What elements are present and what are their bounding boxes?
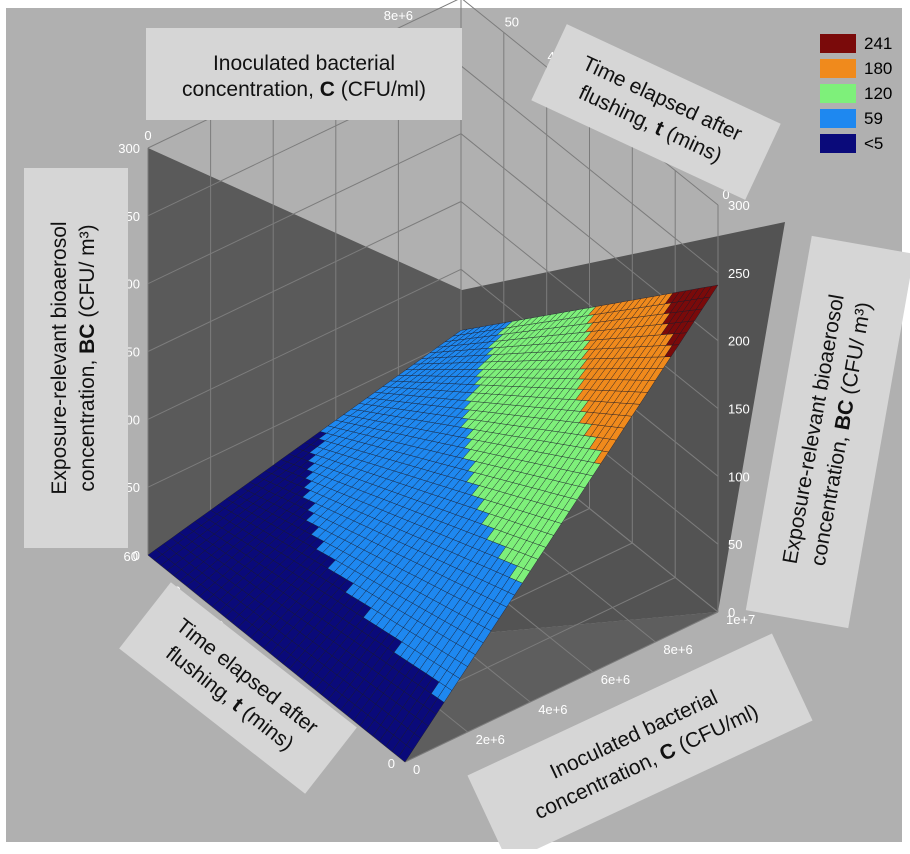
y-tick-label-bottom: 60 <box>124 549 138 564</box>
z-tick-label-right: 100 <box>728 469 750 484</box>
z-tick-label-right: 250 <box>728 266 750 281</box>
z-tick-label-right: 50 <box>728 537 742 552</box>
surface-mesh <box>147 284 719 763</box>
legend-swatch <box>820 109 856 128</box>
z-tick-label-left: 0 <box>133 548 140 563</box>
x-axis-label-top: Inoculated bacterial concentration, C (C… <box>146 28 462 120</box>
z-tick-label-right: 0 <box>728 605 735 620</box>
y-tick-label-top: 50 <box>505 15 519 30</box>
grid-line-back-left-z <box>147 133 462 285</box>
z-tick-label-left: 300 <box>118 141 140 156</box>
legend-swatch <box>820 59 856 78</box>
legend-label: 120 <box>864 84 892 103</box>
y-tick-label-top: 0 <box>722 187 729 202</box>
legend-label: 59 <box>864 109 883 128</box>
z-tick-label-right: 200 <box>728 334 750 349</box>
y-tick-label-bottom: 0 <box>388 756 395 771</box>
legend-label: 180 <box>864 59 892 78</box>
x-tick-label-bottom: 6e+6 <box>601 672 630 687</box>
x-tick-label-bottom: 0 <box>413 762 420 777</box>
grid-line-back-left-z <box>147 201 462 352</box>
grid-line-back-left-z <box>147 336 462 488</box>
z-tick-label-right: 150 <box>728 402 750 417</box>
grid-line-back-left-z <box>147 268 462 420</box>
legend-swatch <box>820 84 856 103</box>
z-tick-label-left: 50 <box>126 480 140 495</box>
legend: 241 180 120 59 <5 <box>820 34 892 153</box>
x-tick-label-top: 0 <box>144 128 151 143</box>
legend-label: 241 <box>864 34 892 53</box>
z-axis-label-right: Exposure-relevant bioaerosol concentrati… <box>745 235 910 629</box>
x-label-line2-top: concentration, C (CFU/ml) <box>182 78 426 101</box>
x-label-line1-top: Inoculated bacterial <box>213 52 395 75</box>
legend-swatch <box>820 34 856 53</box>
surface-cell <box>703 284 719 299</box>
z-label-line1-left: Exposure-relevant bioaerosol <box>48 221 71 494</box>
legend-label: <5 <box>864 134 883 153</box>
x-axis-label-bottom: Inoculated bacterial concentration, C (C… <box>467 633 813 854</box>
x-tick-label-bottom: 2e+6 <box>476 732 505 747</box>
x-tick-label-bottom: 8e+6 <box>663 642 692 657</box>
z-tick-label-right: 300 <box>728 198 750 213</box>
z-label-line2-left: concentration, BC (CFU/ m³) <box>76 224 99 491</box>
grid-line-floor-y <box>404 611 719 763</box>
x-tick-label-top: 8e+6 <box>384 8 413 23</box>
z-axis-label-left: Exposure-relevant bioaerosol concentrati… <box>24 168 128 548</box>
legend-swatch <box>820 134 856 153</box>
x-tick-label-bottom: 4e+6 <box>538 702 567 717</box>
x-tick-label-bottom: 1e+7 <box>726 612 755 627</box>
